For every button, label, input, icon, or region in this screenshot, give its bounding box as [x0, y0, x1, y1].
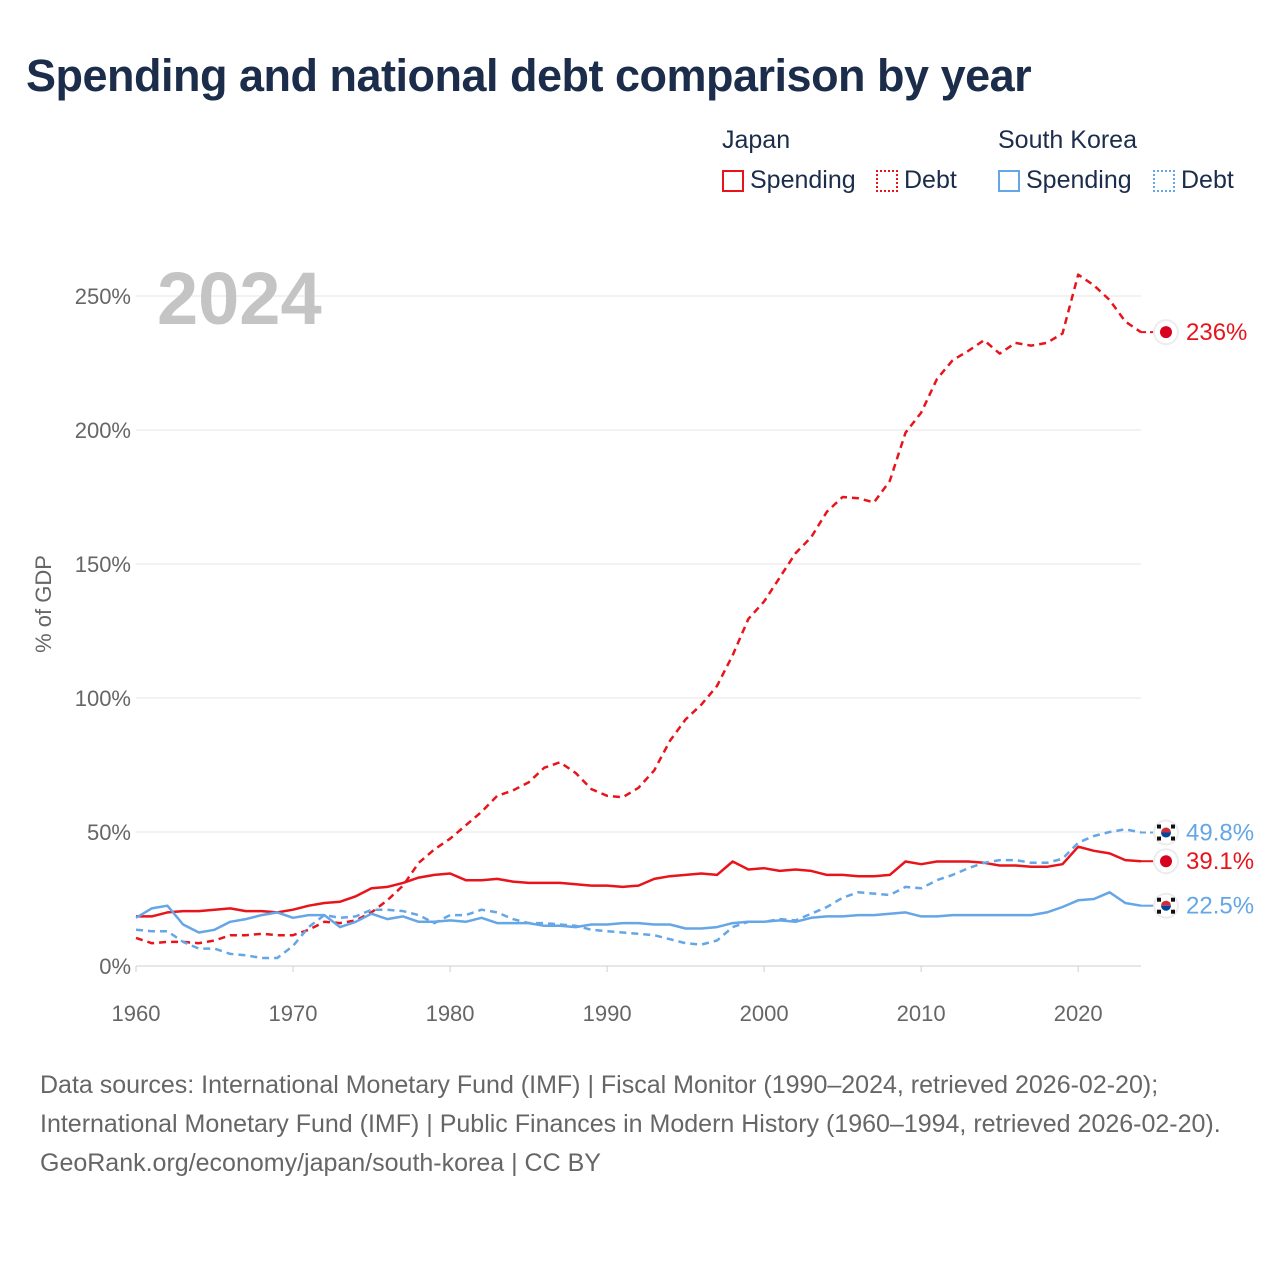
chart-title: Spending and national debt comparison by…: [26, 50, 1032, 101]
south-korea-flag-icon: [1141, 892, 1179, 919]
end-value-label: 39.1%: [1186, 848, 1254, 875]
year-watermark: 2024: [157, 257, 322, 340]
y-tick-label: 150%: [75, 552, 131, 577]
legend-swatch-dotted-icon: [876, 169, 898, 192]
series-line-japan-debt: [135, 273, 1142, 945]
footer: Data sources: International Monetary Fun…: [40, 1066, 1240, 1183]
y-tick-label: 100%: [75, 686, 131, 711]
legend-group-south-korea: South Korea: [998, 126, 1137, 154]
legend-label: Spending: [1026, 166, 1132, 194]
line-chart: 0% 50% 100% 150% 200% 250% 1960 1970 1980 1990 200…: [31, 257, 1254, 1026]
japan-flag-icon: [1141, 319, 1179, 346]
end-value-label: 22.5%: [1186, 893, 1254, 920]
gridlines: [136, 295, 1141, 967]
x-tick-label: 2020: [1054, 1001, 1103, 1026]
y-tick-label: 250%: [75, 284, 131, 309]
x-tick-label: 2000: [740, 1001, 789, 1026]
y-tick-label: 0%: [99, 954, 131, 979]
series: [135, 273, 1142, 960]
y-tick-label: 200%: [75, 418, 131, 443]
legend-south-korea-debt[interactable]: Debt: [1153, 166, 1234, 195]
axes: 0% 50% 100% 150% 200% 250% 1960 1970 1980 1990 200…: [75, 284, 1141, 1026]
x-tick-label: 1960: [112, 1001, 161, 1026]
legend-swatch-dotted-icon: [1153, 169, 1175, 192]
legend-swatch-solid-icon: [998, 169, 1020, 192]
legend-swatch-solid-icon: [722, 169, 744, 192]
legend-japan-spending[interactable]: Spending: [722, 166, 856, 195]
end-value-label: 49.8%: [1186, 820, 1254, 847]
south-korea-flag-icon: [1141, 819, 1179, 846]
series-line-japan-spending: [136, 845, 1142, 918]
legend-label: Debt: [1181, 166, 1234, 194]
y-axis-label: % of GDP: [31, 555, 56, 653]
end-labels: 236% 39.1%49.8% 22.5%: [1141, 319, 1254, 920]
legend-label: Debt: [904, 166, 957, 194]
x-tick-label: 1990: [583, 1001, 632, 1026]
credit-link[interactable]: GeoRank.org/economy/japan/south-korea | …: [40, 1149, 601, 1177]
x-tick-label: 1970: [269, 1001, 318, 1026]
series-line-south-korea-debt: [135, 828, 1142, 960]
end-value-label: 236%: [1186, 319, 1247, 346]
data-sources: Data sources: International Monetary Fun…: [40, 1071, 1221, 1138]
legend-south-korea-spending[interactable]: Spending: [998, 166, 1132, 195]
legend-label: Spending: [750, 166, 856, 194]
legend-japan-debt[interactable]: Debt: [876, 166, 957, 195]
japan-flag-icon: [1141, 848, 1179, 875]
x-tick-label: 1980: [426, 1001, 475, 1026]
legend-group-japan: Japan: [722, 126, 791, 154]
y-tick-label: 50%: [87, 820, 131, 845]
series-line-south-korea-spending: [135, 891, 1142, 934]
x-tick-label: 2010: [897, 1001, 946, 1026]
